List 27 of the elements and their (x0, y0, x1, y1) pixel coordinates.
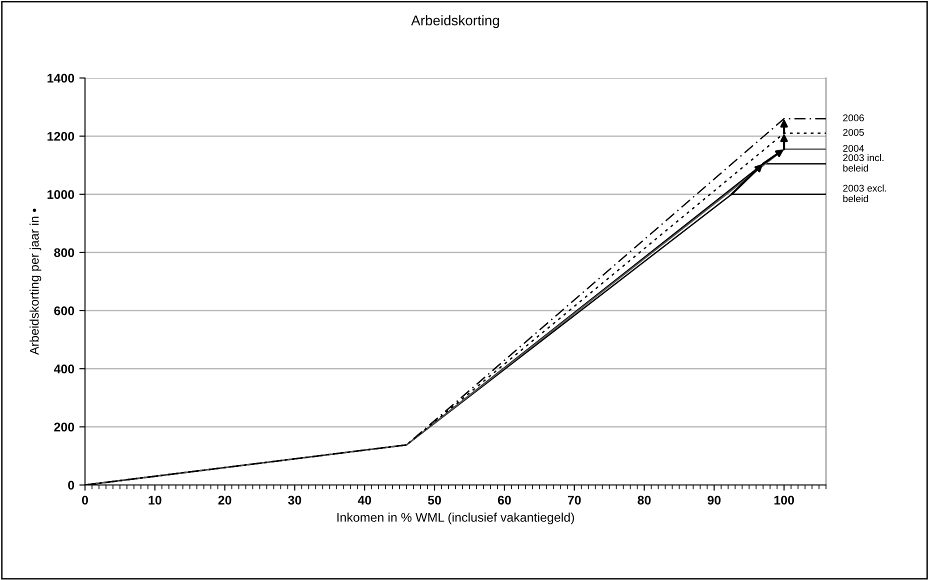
y-tick-label: 1400 (48, 74, 74, 83)
series-label: 2005 (843, 128, 864, 136)
x-tick-label: 20 (218, 496, 232, 505)
y-tick-label: 0 (68, 480, 74, 490)
y-tick-label: 200 (54, 422, 74, 432)
series-label: 2003 excl. beleid (843, 184, 886, 202)
x-tick-label: 10 (148, 496, 162, 505)
y-tick-label: 400 (54, 364, 74, 374)
x-tick-label: 40 (358, 496, 372, 505)
x-tick-label: 50 (428, 496, 441, 505)
x-tick-label: 0 (82, 496, 88, 505)
series-label: 2006 (843, 114, 864, 122)
x-axis-title: Inkomen in % WML (inclusief vakantiegeld) (337, 512, 574, 524)
x-tick-label: 30 (288, 496, 302, 505)
y-tick-label: 1000 (48, 190, 74, 199)
series-label: 2003 incl. beleid (843, 154, 884, 172)
y-tick-label: 600 (54, 306, 74, 316)
series-label: 2004 (843, 144, 864, 152)
x-tick-label: 90 (708, 496, 721, 505)
y-axis-title: Arbeidskorting per jaar in • (30, 208, 42, 355)
x-tick-label: 100 (774, 496, 794, 505)
x-tick-label: 80 (638, 496, 651, 505)
x-tick-label: 60 (498, 496, 511, 505)
x-tick-label: 70 (568, 496, 581, 505)
y-tick-label: 1200 (48, 132, 74, 141)
chart-title: Arbeidskorting (411, 15, 499, 28)
y-tick-label: 800 (54, 248, 74, 258)
